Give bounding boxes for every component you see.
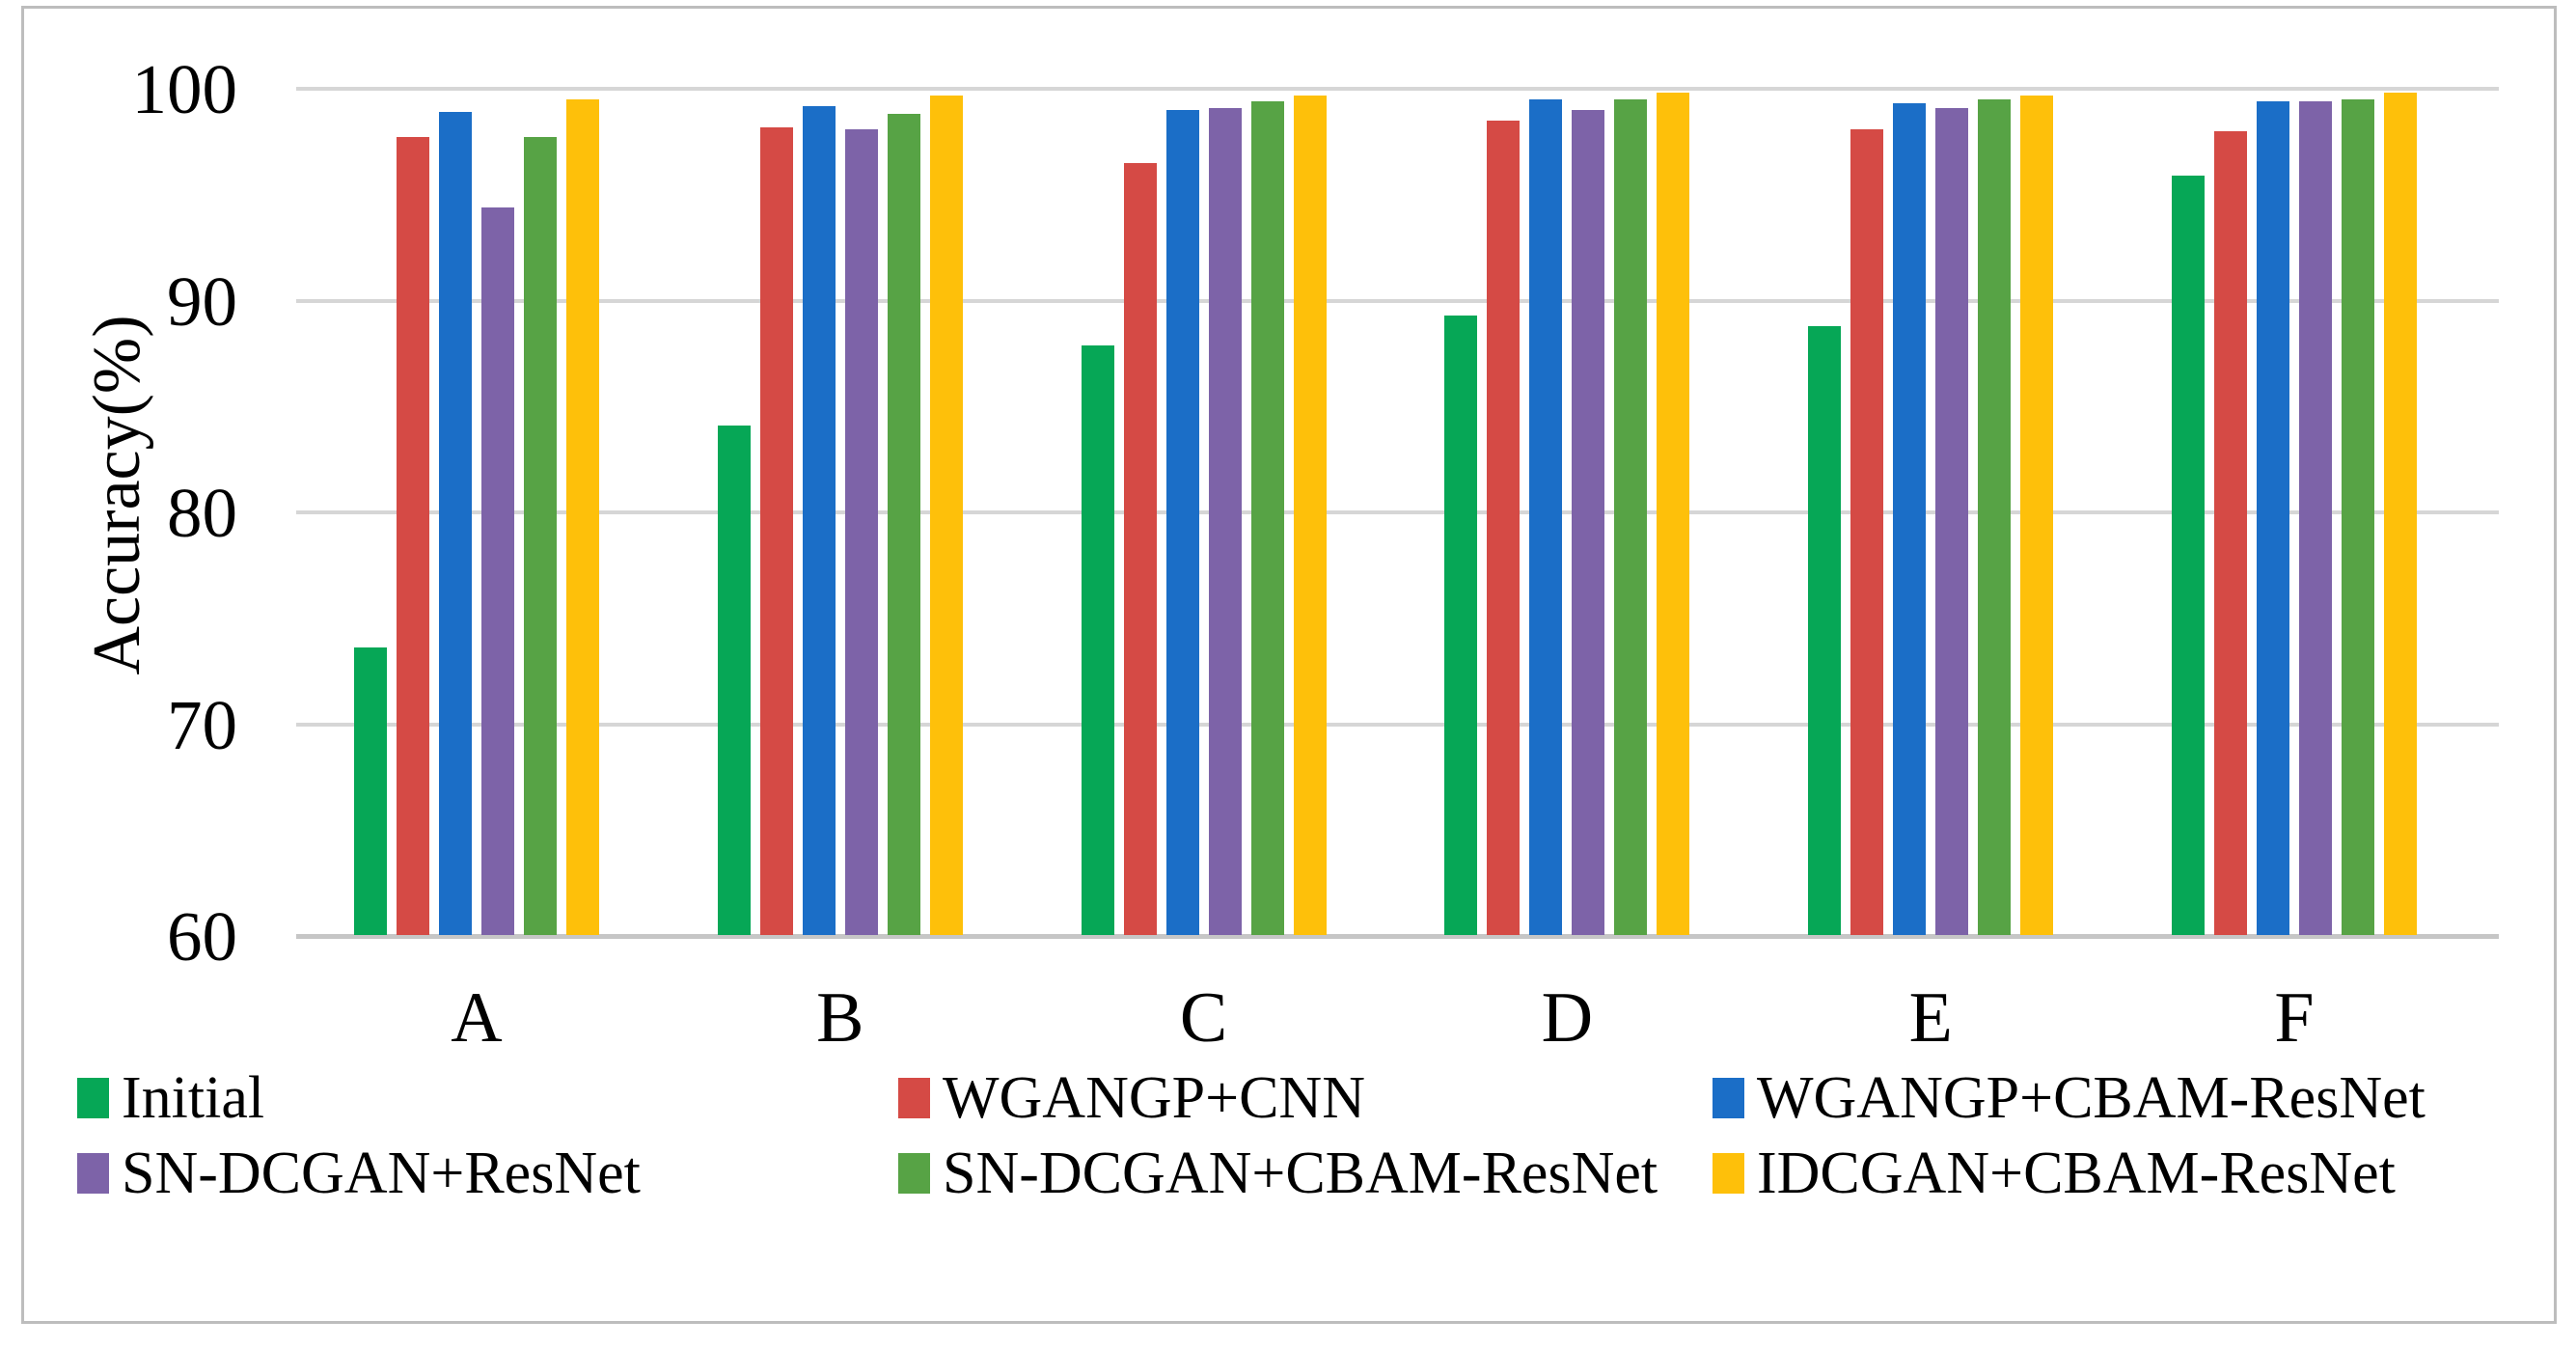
legend-swatch-icon	[898, 1153, 930, 1194]
x-tick-label-D: D	[1541, 978, 1594, 1058]
bar-C-Initial	[1081, 344, 1114, 935]
bar-D-WGANGP+CBAM-ResNet	[1529, 98, 1563, 935]
bar-E-IDCGAN+CBAM-ResNet	[2020, 95, 2054, 935]
legend-label: WGANGP+CBAM-ResNet	[1757, 1065, 2425, 1131]
bar-B-IDCGAN+CBAM-ResNet	[929, 95, 963, 935]
gridline-70	[296, 722, 2499, 727]
legend-swatch-icon	[77, 1078, 109, 1118]
y-tick-label-90: 90	[167, 261, 237, 341]
y-tick-label-100: 100	[131, 50, 238, 128]
legend-label: SN-DCGAN+CBAM-ResNet	[943, 1141, 1658, 1206]
x-tick-label-B: B	[816, 978, 864, 1058]
y-tick-label-60: 60	[167, 897, 237, 976]
bar-D-SN-DCGAN+ResNet	[1572, 109, 1605, 935]
bar-B-SN-DCGAN+ResNet	[844, 128, 878, 935]
bar-B-WGANGP+CNN	[759, 126, 793, 935]
bar-A-SN-DCGAN+CBAM-ResNet	[524, 137, 557, 935]
bar-A-SN-DCGAN+ResNet	[481, 206, 514, 935]
legend-label: SN-DCGAN+ResNet	[122, 1141, 641, 1206]
bar-B-WGANGP+CBAM-ResNet	[802, 105, 836, 935]
legend-label: IDCGAN+CBAM-ResNet	[1757, 1141, 2396, 1206]
bar-F-WGANGP+CBAM-ResNet	[2257, 101, 2289, 935]
legend-swatch-icon	[1713, 1078, 1744, 1118]
bar-D-WGANGP+CNN	[1487, 120, 1521, 935]
bar-D-Initial	[1444, 315, 1478, 935]
bar-F-SN-DCGAN+ResNet	[2299, 101, 2332, 935]
bar-C-WGANGP+CBAM-ResNet	[1165, 109, 1199, 935]
bar-A-WGANGP+CBAM-ResNet	[439, 112, 472, 935]
bar-B-Initial	[717, 426, 751, 935]
bar-F-IDCGAN+CBAM-ResNet	[2384, 93, 2417, 935]
legend-item-IDCGAN+CBAM-ResNet: IDCGAN+CBAM-ResNet	[1713, 1141, 2396, 1206]
legend-item-WGANGP+CNN: WGANGP+CNN	[898, 1065, 1365, 1131]
legend-swatch-icon	[898, 1078, 930, 1118]
bar-F-Initial	[2172, 175, 2205, 935]
legend-item-WGANGP+CBAM-ResNet: WGANGP+CBAM-ResNet	[1713, 1065, 2425, 1131]
bar-C-SN-DCGAN+CBAM-ResNet	[1250, 101, 1284, 935]
bar-E-Initial	[1808, 325, 1842, 935]
bar-A-Initial	[354, 647, 387, 935]
bar-C-WGANGP+CNN	[1123, 162, 1157, 935]
bar-F-SN-DCGAN+CBAM-ResNet	[2342, 98, 2374, 935]
gridline-90	[296, 298, 2499, 303]
legend-swatch-icon	[1713, 1153, 1744, 1194]
bar-D-IDCGAN+CBAM-ResNet	[1657, 93, 1690, 935]
legend-item-Initial: Initial	[77, 1065, 265, 1131]
gridline-80	[296, 510, 2499, 514]
bar-E-WGANGP+CBAM-ResNet	[1893, 103, 1927, 935]
bar-D-SN-DCGAN+CBAM-ResNet	[1614, 98, 1648, 935]
y-tick-label-70: 70	[167, 685, 237, 764]
x-axis-line	[296, 934, 2499, 939]
bar-E-SN-DCGAN+CBAM-ResNet	[1978, 98, 2012, 935]
bar-F-WGANGP+CNN	[2214, 130, 2247, 935]
x-tick-label-C: C	[1179, 978, 1228, 1058]
legend-swatch-icon	[77, 1153, 109, 1194]
y-axis-title: Accuracy(%)	[80, 315, 154, 675]
bar-E-SN-DCGAN+ResNet	[1935, 107, 1969, 935]
x-tick-label-E: E	[1908, 978, 1953, 1058]
bar-C-IDCGAN+CBAM-ResNet	[1293, 95, 1327, 935]
legend-item-SN-DCGAN+ResNet: SN-DCGAN+ResNet	[77, 1141, 641, 1206]
legend-label: Initial	[122, 1065, 265, 1131]
legend-label: WGANGP+CNN	[943, 1065, 1365, 1131]
bar-E-WGANGP+CNN	[1850, 128, 1884, 935]
x-tick-label-A: A	[451, 978, 503, 1058]
gridline-100	[296, 87, 2499, 91]
bar-B-SN-DCGAN+CBAM-ResNet	[887, 114, 920, 935]
y-tick-label-80: 80	[167, 474, 237, 552]
bar-C-SN-DCGAN+ResNet	[1208, 107, 1242, 935]
legend-item-SN-DCGAN+CBAM-ResNet: SN-DCGAN+CBAM-ResNet	[898, 1141, 1658, 1206]
x-tick-label-F: F	[2274, 978, 2315, 1058]
bar-A-IDCGAN+CBAM-ResNet	[566, 98, 599, 935]
bar-A-WGANGP+CNN	[397, 137, 429, 935]
